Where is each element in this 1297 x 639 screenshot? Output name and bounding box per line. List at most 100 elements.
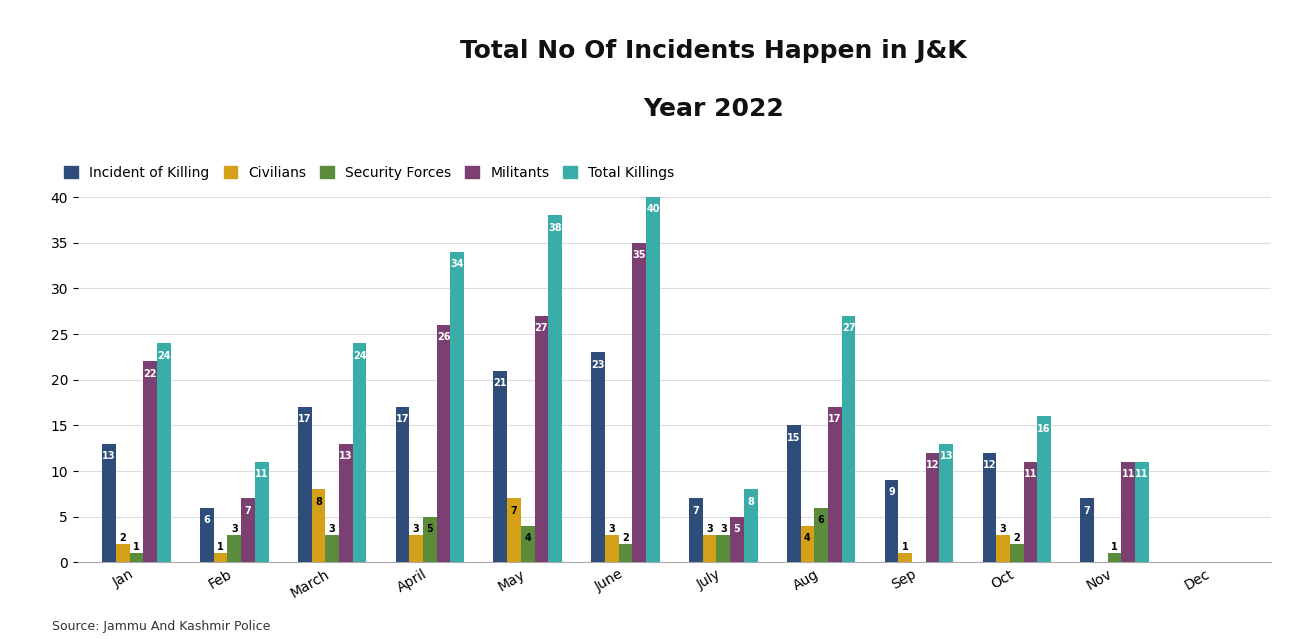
Bar [241, 498, 254, 562]
Bar [591, 352, 604, 562]
Bar [1135, 462, 1149, 562]
Text: 11: 11 [1135, 469, 1149, 479]
Text: 3: 3 [707, 523, 713, 534]
Text: 27: 27 [534, 323, 549, 333]
Bar [200, 507, 214, 562]
Bar [311, 489, 326, 562]
Text: 7: 7 [693, 505, 699, 516]
Bar [827, 407, 842, 562]
Text: 3: 3 [231, 523, 237, 534]
Text: 40: 40 [646, 204, 660, 215]
Text: 3: 3 [720, 523, 726, 534]
Bar [703, 535, 716, 562]
Bar [115, 544, 130, 562]
Bar [885, 480, 899, 562]
Text: 1: 1 [1112, 542, 1118, 552]
Bar [549, 215, 562, 562]
Legend: Incident of Killing, Civilians, Security Forces, Militants, Total Killings: Incident of Killing, Civilians, Security… [58, 160, 680, 185]
Text: 12: 12 [983, 460, 996, 470]
Bar [423, 517, 437, 562]
Text: 13: 13 [939, 451, 953, 461]
Bar [326, 535, 339, 562]
Text: 7: 7 [511, 505, 518, 516]
Text: 8: 8 [747, 497, 754, 507]
Bar [983, 453, 996, 562]
Bar [298, 407, 311, 562]
Text: 35: 35 [633, 250, 646, 260]
Text: 38: 38 [549, 223, 562, 233]
Text: 13: 13 [102, 451, 115, 461]
Bar [716, 535, 730, 562]
Text: Total No Of Incidents Happen in J&K: Total No Of Incidents Happen in J&K [460, 39, 966, 63]
Text: 8: 8 [315, 497, 322, 507]
Bar [619, 544, 633, 562]
Text: 17: 17 [396, 415, 410, 424]
Bar [450, 252, 464, 562]
Bar [507, 498, 521, 562]
Bar [787, 426, 800, 562]
Text: 27: 27 [842, 323, 855, 333]
Bar [689, 498, 703, 562]
Text: 23: 23 [591, 360, 604, 370]
Bar [214, 553, 227, 562]
Bar [410, 535, 423, 562]
Bar [1080, 498, 1095, 562]
Text: 13: 13 [339, 451, 353, 461]
Text: 1: 1 [217, 542, 224, 552]
Bar [157, 343, 171, 562]
Bar [396, 407, 410, 562]
Bar [800, 526, 815, 562]
Bar [254, 462, 268, 562]
Bar [842, 316, 856, 562]
Bar [1108, 553, 1122, 562]
Text: 11: 11 [256, 469, 268, 479]
Bar [493, 371, 507, 562]
Bar [939, 443, 953, 562]
Text: 3: 3 [328, 523, 336, 534]
Text: Source: Jammu And Kashmir Police: Source: Jammu And Kashmir Police [52, 620, 270, 633]
Text: 34: 34 [450, 259, 464, 269]
Bar [996, 535, 1010, 562]
Bar [102, 443, 115, 562]
Text: 5: 5 [427, 524, 433, 534]
Text: Year 2022: Year 2022 [643, 96, 783, 121]
Text: 6: 6 [204, 515, 210, 525]
Text: 2: 2 [1013, 533, 1021, 543]
Text: 1: 1 [134, 542, 140, 552]
Bar [1023, 462, 1038, 562]
Text: 3: 3 [1000, 523, 1006, 534]
Text: 3: 3 [608, 523, 615, 534]
Text: 15: 15 [787, 433, 800, 443]
Bar [1010, 544, 1023, 562]
Text: 7: 7 [1084, 505, 1091, 516]
Text: 4: 4 [804, 533, 811, 543]
Text: 4: 4 [524, 533, 530, 543]
Bar [521, 526, 534, 562]
Text: 6: 6 [818, 515, 825, 525]
Text: 12: 12 [926, 460, 939, 470]
Text: 1: 1 [901, 542, 909, 552]
Bar [926, 453, 939, 562]
Bar [353, 343, 366, 562]
Bar [633, 243, 646, 562]
Bar [1038, 416, 1051, 562]
Text: 24: 24 [353, 351, 366, 360]
Text: 2: 2 [119, 533, 126, 543]
Bar [534, 316, 549, 562]
Text: 11: 11 [1023, 469, 1038, 479]
Text: 16: 16 [1038, 424, 1051, 434]
Text: 9: 9 [888, 488, 895, 498]
Bar [730, 517, 744, 562]
Text: 2: 2 [623, 533, 629, 543]
Text: 24: 24 [157, 351, 171, 360]
Bar [899, 553, 912, 562]
Bar [604, 535, 619, 562]
Bar [144, 362, 157, 562]
Text: 26: 26 [437, 332, 450, 343]
Bar [437, 325, 450, 562]
Text: 17: 17 [827, 415, 842, 424]
Text: 22: 22 [144, 369, 157, 379]
Text: 17: 17 [298, 415, 311, 424]
Text: 21: 21 [494, 378, 507, 388]
Bar [646, 197, 660, 562]
